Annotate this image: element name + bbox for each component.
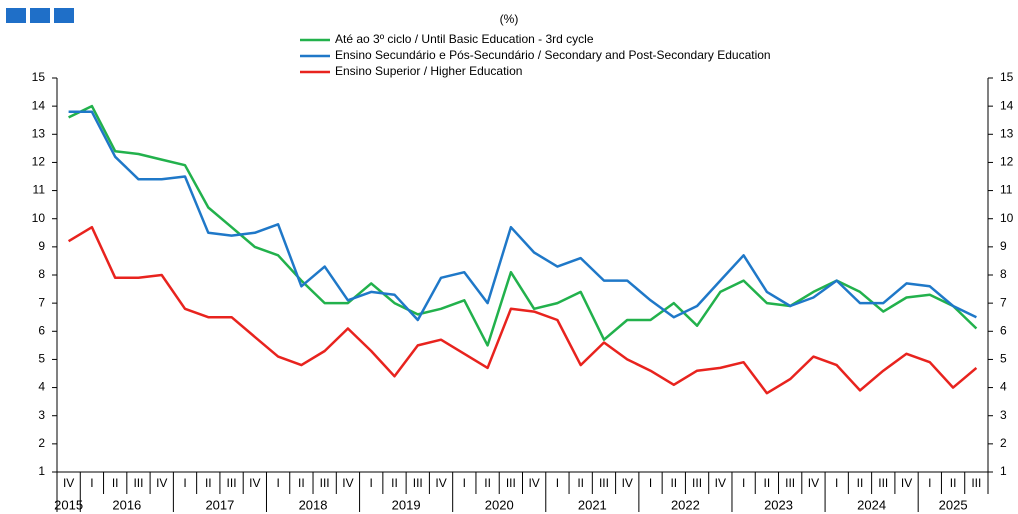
x-tick-label: I	[463, 476, 466, 490]
year-label: 2021	[578, 497, 607, 512]
y-tick-label: 3	[38, 408, 45, 422]
y-tick-label: 14	[32, 98, 46, 112]
y2-tick-label: 3	[1000, 408, 1007, 422]
y-tick-label: 4	[38, 380, 45, 394]
x-tick-label: I	[183, 476, 186, 490]
y-tick-label: 5	[38, 352, 45, 366]
x-tick-label: I	[370, 476, 373, 490]
x-tick-label: III	[227, 476, 237, 490]
y-tick-label: 9	[38, 239, 45, 253]
y2-tick-label: 7	[1000, 295, 1007, 309]
x-tick-label: I	[556, 476, 559, 490]
year-label: 2018	[299, 497, 328, 512]
y2-tick-label: 6	[1000, 323, 1007, 337]
series-line	[67, 225, 978, 395]
x-tick-label: IV	[342, 476, 353, 490]
y2-tick-label: 15	[1000, 70, 1014, 84]
x-tick-label: III	[785, 476, 795, 490]
x-tick-label: II	[670, 476, 677, 490]
x-tick-label: II	[391, 476, 398, 490]
x-tick-label: II	[205, 476, 212, 490]
y-tick-label: 6	[38, 323, 45, 337]
x-tick-label: I	[276, 476, 279, 490]
x-tick-label: III	[133, 476, 143, 490]
x-tick-label: II	[298, 476, 305, 490]
legend-label: Ensino Superior / Higher Education	[335, 64, 522, 78]
x-tick-label: III	[692, 476, 702, 490]
year-label: 2024	[857, 497, 886, 512]
y2-tick-label: 13	[1000, 126, 1014, 140]
x-tick-label: IV	[528, 476, 539, 490]
y2-tick-label: 2	[1000, 436, 1007, 450]
x-tick-label: IV	[435, 476, 446, 490]
x-tick-label: II	[950, 476, 957, 490]
series-line	[68, 104, 978, 347]
logo-block	[6, 8, 26, 23]
x-tick-label: I	[835, 476, 838, 490]
x-tick-label: III	[320, 476, 330, 490]
y2-tick-label: 9	[1000, 239, 1007, 253]
y2-tick-label: 14	[1000, 98, 1014, 112]
x-tick-label: IV	[901, 476, 912, 490]
x-tick-label: III	[413, 476, 423, 490]
y2-tick-label: 5	[1000, 352, 1007, 366]
year-label: 2015	[54, 497, 83, 512]
legend-label: Ensino Secundário e Pós-Secundário / Sec…	[335, 48, 771, 62]
y-tick-label: 12	[32, 155, 46, 169]
x-tick-label: I	[649, 476, 652, 490]
logo-block	[54, 8, 74, 23]
y-tick-label: 8	[38, 267, 45, 281]
y-tick-label: 1	[38, 464, 45, 478]
x-tick-label: I	[90, 476, 93, 490]
x-tick-label: IV	[622, 476, 633, 490]
x-tick-label: IV	[249, 476, 260, 490]
year-label: 2016	[112, 497, 141, 512]
y2-tick-label: 4	[1000, 380, 1007, 394]
y-tick-label: 2	[38, 436, 45, 450]
y2-tick-label: 8	[1000, 267, 1007, 281]
x-tick-label: II	[764, 476, 771, 490]
x-tick-label: I	[742, 476, 745, 490]
x-tick-label: II	[484, 476, 491, 490]
x-tick-label: III	[971, 476, 981, 490]
x-tick-label: II	[857, 476, 864, 490]
y2-tick-label: 11	[1000, 183, 1013, 197]
year-label: 2025	[939, 497, 968, 512]
y2-tick-label: 12	[1000, 155, 1014, 169]
y2-tick-label: 10	[1000, 211, 1014, 225]
x-tick-label: IV	[63, 476, 74, 490]
series-line	[68, 110, 977, 322]
logo-block	[30, 8, 50, 23]
y-tick-label: 7	[38, 295, 45, 309]
x-tick-label: III	[878, 476, 888, 490]
year-label: 2017	[205, 497, 234, 512]
legend-label: Até ao 3º ciclo / Until Basic Education …	[335, 32, 594, 46]
x-tick-label: IV	[715, 476, 726, 490]
year-label: 2019	[392, 497, 421, 512]
year-label: 2023	[764, 497, 793, 512]
x-tick-label: II	[112, 476, 119, 490]
y2-tick-label: 1	[1000, 464, 1007, 478]
year-label: 2020	[485, 497, 514, 512]
x-tick-label: IV	[808, 476, 819, 490]
y-tick-label: 10	[32, 211, 46, 225]
year-label: 2022	[671, 497, 700, 512]
x-tick-label: III	[599, 476, 609, 490]
y-tick-label: 15	[32, 70, 46, 84]
x-tick-label: IV	[156, 476, 167, 490]
y-tick-label: 13	[32, 126, 46, 140]
x-tick-label: I	[928, 476, 931, 490]
y-tick-label: 11	[33, 183, 46, 197]
chart-subtitle: (%)	[500, 12, 519, 26]
x-tick-label: III	[506, 476, 516, 490]
x-tick-label: II	[577, 476, 584, 490]
